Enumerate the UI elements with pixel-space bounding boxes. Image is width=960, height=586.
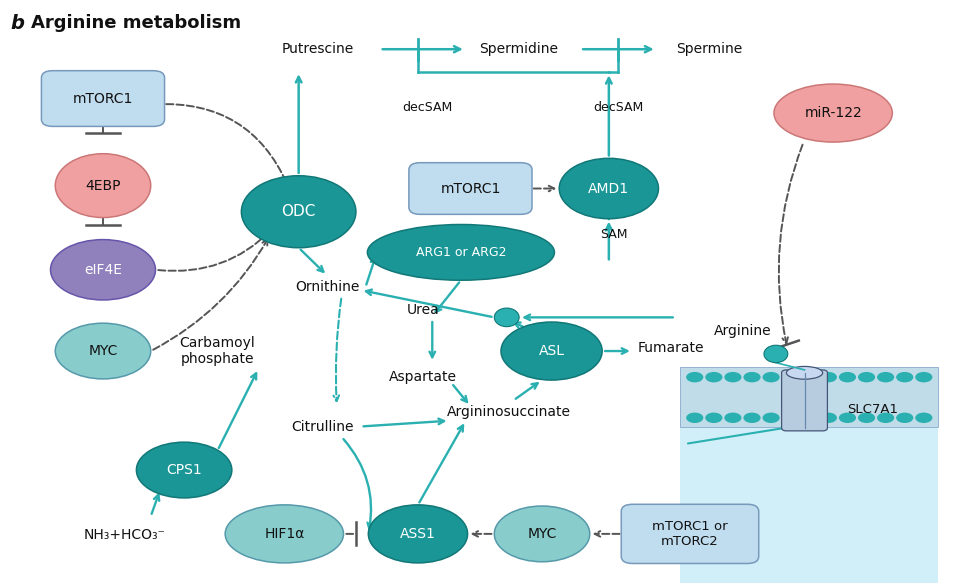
Circle shape <box>801 413 818 423</box>
Circle shape <box>725 413 741 423</box>
Circle shape <box>858 413 876 423</box>
Circle shape <box>915 413 932 423</box>
Text: MYC: MYC <box>88 344 118 358</box>
Text: mTORC1 or
mTORC2: mTORC1 or mTORC2 <box>652 520 728 548</box>
Text: CPS1: CPS1 <box>166 463 202 477</box>
Text: Ornithine: Ornithine <box>295 280 359 294</box>
Text: Arginine: Arginine <box>713 323 771 338</box>
Text: SAM: SAM <box>600 229 628 241</box>
Circle shape <box>896 372 913 383</box>
Text: ODC: ODC <box>281 205 316 219</box>
Ellipse shape <box>51 240 156 300</box>
Circle shape <box>725 372 741 383</box>
Text: MYC: MYC <box>527 527 557 541</box>
Circle shape <box>839 413 856 423</box>
Circle shape <box>877 413 894 423</box>
FancyBboxPatch shape <box>781 370 828 431</box>
Circle shape <box>781 372 799 383</box>
Ellipse shape <box>56 154 151 217</box>
Ellipse shape <box>764 345 788 363</box>
FancyBboxPatch shape <box>409 163 532 214</box>
Text: AMD1: AMD1 <box>588 182 630 196</box>
Circle shape <box>762 413 780 423</box>
Text: ARG1 or ARG2: ARG1 or ARG2 <box>416 246 506 259</box>
Ellipse shape <box>368 224 555 280</box>
Text: NH₃+HCO₃⁻: NH₃+HCO₃⁻ <box>84 528 166 542</box>
Circle shape <box>686 372 704 383</box>
Ellipse shape <box>774 84 893 142</box>
Text: decSAM: decSAM <box>593 101 643 114</box>
Circle shape <box>858 372 876 383</box>
Circle shape <box>743 413 760 423</box>
Text: miR-122: miR-122 <box>804 106 862 120</box>
Circle shape <box>743 372 760 383</box>
Text: eIF4E: eIF4E <box>84 263 122 277</box>
Ellipse shape <box>241 176 356 248</box>
FancyBboxPatch shape <box>681 427 938 583</box>
Ellipse shape <box>226 505 344 563</box>
FancyBboxPatch shape <box>621 505 758 564</box>
Text: decSAM: decSAM <box>402 101 452 114</box>
Circle shape <box>706 372 723 383</box>
Text: Urea: Urea <box>406 304 439 318</box>
Ellipse shape <box>369 505 468 563</box>
Text: b: b <box>11 15 24 33</box>
Text: Aspartate: Aspartate <box>389 370 457 384</box>
Ellipse shape <box>501 322 602 380</box>
Ellipse shape <box>136 442 232 498</box>
Circle shape <box>820 372 837 383</box>
Text: Carbamoyl
phosphate: Carbamoyl phosphate <box>180 336 255 366</box>
Text: Fumarate: Fumarate <box>637 341 704 355</box>
Text: Spermidine: Spermidine <box>479 42 558 56</box>
Text: SLC7A1: SLC7A1 <box>848 403 899 415</box>
Ellipse shape <box>56 323 151 379</box>
Circle shape <box>839 372 856 383</box>
Text: ASS1: ASS1 <box>400 527 436 541</box>
Circle shape <box>896 413 913 423</box>
Text: 4EBP: 4EBP <box>85 179 121 193</box>
Circle shape <box>820 413 837 423</box>
Circle shape <box>762 372 780 383</box>
Circle shape <box>801 372 818 383</box>
Ellipse shape <box>494 506 589 562</box>
Circle shape <box>706 413 723 423</box>
Text: Citrulline: Citrulline <box>291 420 354 434</box>
Text: ASL: ASL <box>539 344 564 358</box>
Text: HIF1α: HIF1α <box>264 527 304 541</box>
Text: Argininosuccinate: Argininosuccinate <box>446 405 570 419</box>
Ellipse shape <box>786 366 823 379</box>
Ellipse shape <box>494 308 519 326</box>
Text: mTORC1: mTORC1 <box>73 91 133 105</box>
Ellipse shape <box>560 158 659 219</box>
FancyBboxPatch shape <box>681 367 938 427</box>
Text: Arginine metabolism: Arginine metabolism <box>32 15 242 32</box>
Circle shape <box>686 413 704 423</box>
Circle shape <box>915 372 932 383</box>
Circle shape <box>877 372 894 383</box>
Circle shape <box>781 413 799 423</box>
Text: mTORC1: mTORC1 <box>441 182 501 196</box>
Text: Putrescine: Putrescine <box>281 42 354 56</box>
FancyBboxPatch shape <box>41 71 164 127</box>
Text: Spermine: Spermine <box>676 42 742 56</box>
